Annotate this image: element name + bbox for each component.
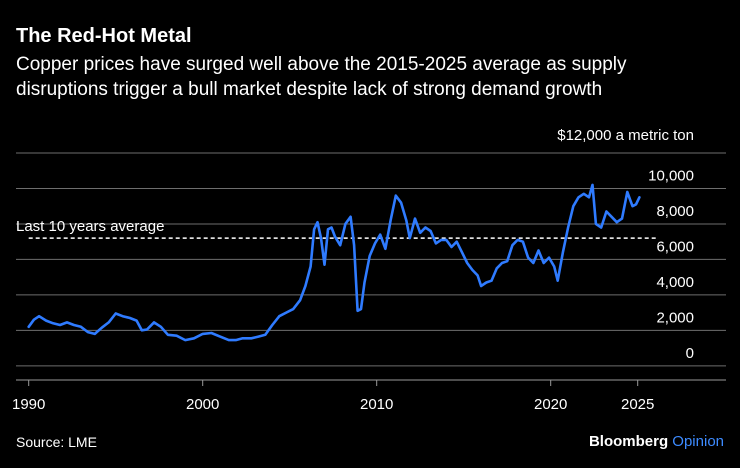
reference-layer: Last 10 years average bbox=[16, 218, 659, 239]
x-tick-label: 2020 bbox=[534, 396, 567, 413]
grid-layer bbox=[16, 152, 726, 381]
y-tick-label: 4,000 bbox=[656, 274, 694, 291]
series-layer bbox=[27, 183, 641, 342]
x-tick-label: 2010 bbox=[360, 396, 393, 413]
y-tick-label: 6,000 bbox=[656, 238, 694, 255]
y-axis-unit-label: $12,000 a metric ton bbox=[557, 127, 694, 144]
chart-title: The Red-Hot Metal bbox=[16, 25, 192, 47]
y-tick-label: 8,000 bbox=[656, 203, 694, 220]
tick-layer: 0 2,000 4,000 6,000 8,000 10,000 1990 2000 2010 2… bbox=[12, 167, 694, 413]
source-note: Source: LME bbox=[16, 434, 97, 450]
chart-subtitle: Copper prices have surged well above the… bbox=[16, 54, 627, 100]
y-tick-label: 0 bbox=[686, 345, 694, 362]
x-tick-label: 2000 bbox=[186, 396, 219, 413]
average-line-label: Last 10 years average bbox=[16, 218, 164, 235]
x-tick-label: 2025 bbox=[621, 396, 654, 413]
x-tick-label: 1990 bbox=[12, 396, 45, 413]
brand-suffix: Opinion bbox=[672, 433, 724, 450]
y-tick-label: 10,000 bbox=[648, 167, 694, 184]
y-tick-label: 2,000 bbox=[656, 309, 694, 326]
brand-logo: Bloomberg Opinion bbox=[589, 433, 724, 451]
brand-name: Bloomberg bbox=[588, 433, 669, 450]
series-line-copper-price bbox=[27, 183, 641, 342]
